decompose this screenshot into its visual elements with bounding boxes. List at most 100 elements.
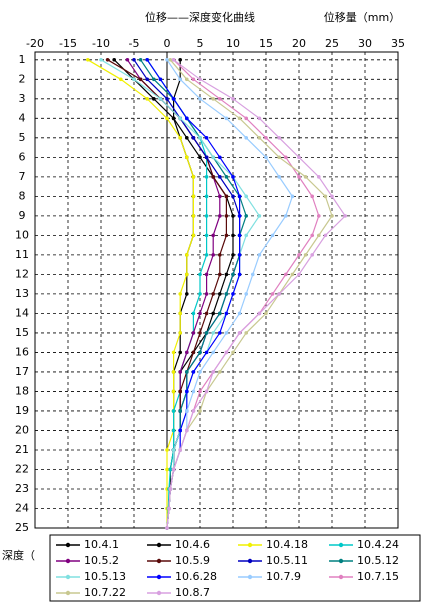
data-point bbox=[257, 136, 262, 140]
data-point bbox=[152, 77, 156, 82]
data-point bbox=[178, 77, 182, 82]
data-point bbox=[290, 194, 295, 199]
data-point bbox=[244, 331, 248, 335]
data-point bbox=[297, 272, 301, 277]
data-point bbox=[198, 350, 202, 355]
legend-label: 10.7.9 bbox=[266, 570, 301, 583]
data-point bbox=[178, 350, 182, 355]
data-point bbox=[257, 311, 262, 316]
y-tick-label: 4 bbox=[19, 111, 26, 124]
data-point bbox=[284, 214, 288, 218]
data-point bbox=[165, 448, 169, 452]
data-point bbox=[204, 292, 209, 296]
data-point bbox=[178, 448, 182, 452]
legend-marker bbox=[65, 590, 71, 596]
data-point bbox=[218, 175, 222, 179]
y-tick-label: 21 bbox=[15, 443, 29, 456]
x-tick-label: 15 bbox=[259, 37, 273, 50]
data-point bbox=[171, 428, 176, 433]
data-point bbox=[224, 311, 229, 316]
legend-label: 10.7.22 bbox=[84, 586, 126, 599]
data-point bbox=[257, 214, 262, 218]
y-tick-label: 11 bbox=[15, 248, 29, 261]
y-tick-label: 8 bbox=[19, 189, 26, 202]
data-point bbox=[191, 311, 196, 316]
data-point bbox=[138, 58, 143, 62]
legend-label: 10.4.24 bbox=[357, 538, 399, 551]
y-tick-label: 10 bbox=[15, 228, 29, 241]
data-point bbox=[152, 97, 156, 101]
legend-marker bbox=[65, 542, 71, 548]
data-point bbox=[191, 175, 196, 179]
y-tick-label: 5 bbox=[19, 131, 26, 144]
legend-label: 10.6.28 bbox=[175, 570, 217, 583]
data-point bbox=[224, 331, 229, 335]
data-point bbox=[264, 311, 268, 316]
legend-label: 10.4.6 bbox=[175, 538, 210, 551]
data-point bbox=[178, 292, 182, 296]
data-point bbox=[204, 331, 209, 335]
data-point bbox=[323, 194, 328, 199]
y-tick-label: 3 bbox=[19, 92, 26, 105]
y-tick-label: 9 bbox=[19, 209, 26, 222]
data-point bbox=[204, 350, 209, 355]
data-point bbox=[185, 370, 189, 374]
data-point bbox=[310, 233, 315, 238]
data-point bbox=[303, 175, 308, 179]
data-point bbox=[244, 292, 248, 296]
data-point bbox=[218, 292, 222, 296]
data-point bbox=[231, 292, 235, 296]
data-point bbox=[178, 409, 182, 413]
data-point bbox=[224, 116, 229, 121]
data-point bbox=[231, 214, 235, 218]
legend-marker bbox=[156, 558, 162, 564]
legend-marker bbox=[338, 558, 344, 564]
data-point bbox=[145, 58, 149, 62]
data-point bbox=[231, 97, 235, 101]
legend-marker bbox=[65, 558, 71, 564]
data-point bbox=[237, 331, 242, 335]
data-point bbox=[244, 194, 248, 199]
data-point bbox=[204, 272, 209, 277]
data-point bbox=[171, 97, 176, 101]
data-point bbox=[204, 214, 209, 218]
y-tick-label: 25 bbox=[15, 521, 29, 534]
y-tick-label: 22 bbox=[15, 462, 29, 475]
y-tick-label: 14 bbox=[15, 306, 29, 319]
data-point bbox=[86, 58, 90, 62]
data-point bbox=[218, 272, 222, 277]
data-point bbox=[198, 97, 202, 101]
y-tick-label: 20 bbox=[15, 423, 29, 436]
data-point bbox=[119, 77, 123, 82]
data-point bbox=[185, 350, 189, 355]
data-point bbox=[218, 311, 222, 316]
x-axis-label: 位移量（mm） bbox=[324, 10, 400, 24]
data-point bbox=[277, 136, 282, 140]
data-point bbox=[211, 311, 215, 316]
data-point bbox=[204, 233, 209, 238]
data-point bbox=[198, 136, 202, 140]
data-point bbox=[317, 175, 321, 179]
y-tick-label: 12 bbox=[15, 267, 29, 280]
data-point bbox=[198, 272, 202, 277]
data-point bbox=[224, 272, 229, 277]
y-tick-label: 18 bbox=[15, 384, 29, 397]
data-point bbox=[185, 292, 189, 296]
x-tick-label: 30 bbox=[358, 37, 372, 50]
data-point bbox=[224, 292, 229, 296]
data-point bbox=[191, 409, 196, 413]
data-point bbox=[218, 370, 222, 374]
data-point bbox=[211, 155, 215, 160]
data-point bbox=[198, 292, 202, 296]
data-point bbox=[191, 370, 196, 374]
y-tick-label: 15 bbox=[15, 326, 29, 339]
legend-label: 10.5.9 bbox=[175, 554, 210, 567]
x-tick-label: -20 bbox=[26, 37, 44, 50]
data-point bbox=[270, 292, 275, 296]
data-point bbox=[317, 233, 321, 238]
x-tick-label: -10 bbox=[92, 37, 110, 50]
x-tick-label: 0 bbox=[164, 37, 171, 50]
legend-label: 10.5.11 bbox=[266, 554, 308, 567]
data-point bbox=[303, 253, 308, 257]
legend-label: 10.4.18 bbox=[266, 538, 308, 551]
